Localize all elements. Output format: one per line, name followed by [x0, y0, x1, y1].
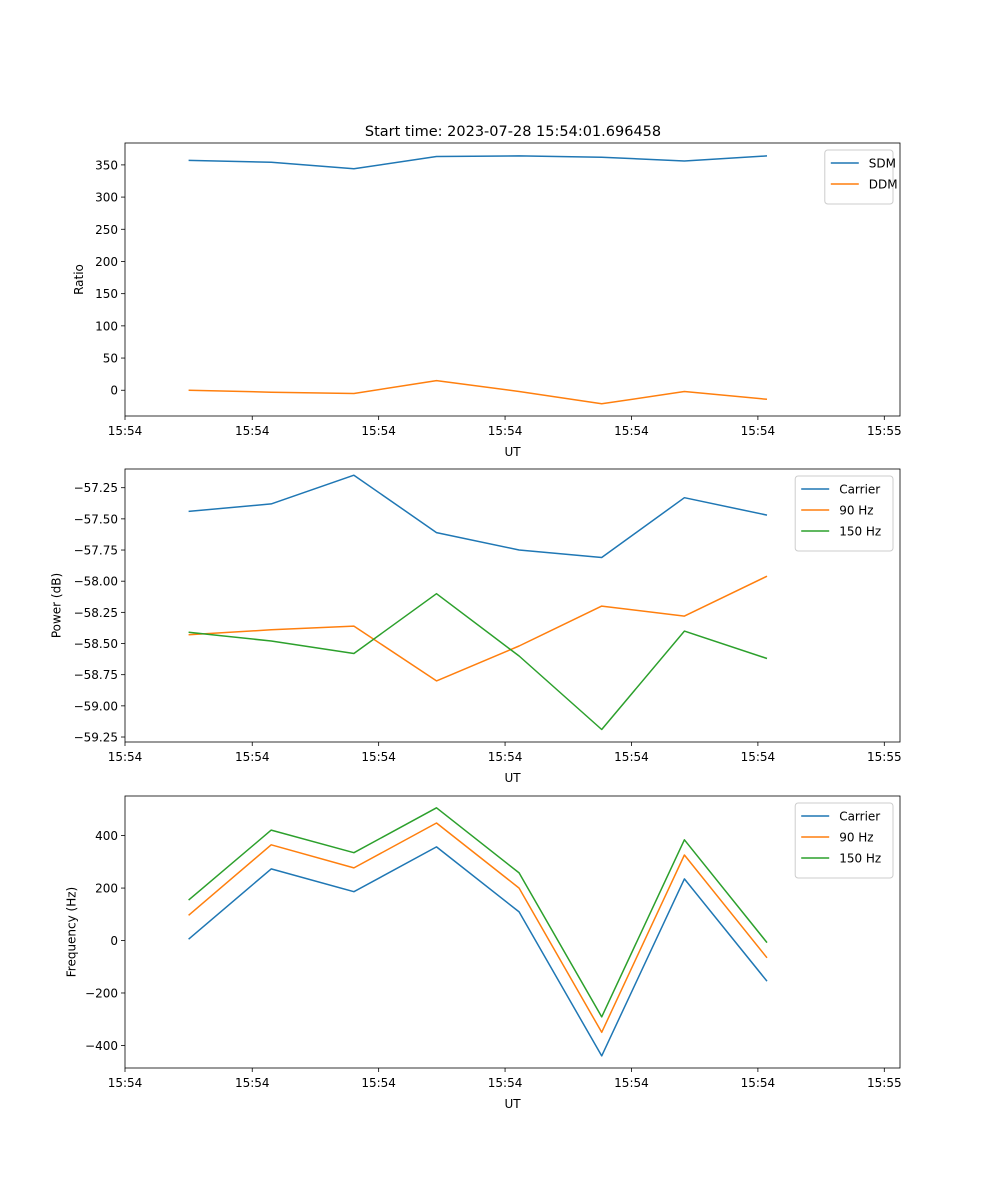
subplot-ratio: 15:54 15:54 15:54 15:54 15:54 15:54 15:55 UT 0 50…: [72, 142, 902, 459]
y-tick-label: 0: [110, 934, 118, 948]
plot-area: [188, 807, 768, 1057]
y-tick-label: −59.25: [74, 731, 118, 745]
y-tick-label: −400: [85, 1039, 118, 1053]
x-tick-label: 15:55: [867, 1076, 902, 1090]
legend-label-carrier: Carrier: [839, 483, 880, 497]
y-tick-label: −58.75: [74, 668, 118, 682]
y-tick-label: 200: [95, 255, 118, 269]
x-tick-label: 15:55: [867, 424, 902, 438]
y-tick-label: −200: [85, 986, 118, 1000]
x-axis-label: UT: [504, 771, 521, 785]
y-tick-label: −57.75: [74, 544, 118, 558]
y-tick-label: 100: [95, 319, 118, 333]
x-tick-label: 15:54: [614, 750, 649, 764]
legend-label-90-hz: 90 Hz: [839, 831, 873, 845]
legend-label-carrier: Carrier: [839, 810, 880, 824]
series-line-90-hz: [188, 822, 768, 1034]
axes-frame: [124, 142, 901, 417]
x-tick-label: 15:54: [741, 1076, 776, 1090]
y-tick-label: 350: [95, 158, 118, 172]
x-tick-label: 15:54: [614, 1076, 649, 1090]
y-tick-label: 300: [95, 191, 118, 205]
y-axis-label: Ratio: [72, 264, 86, 295]
x-tick-label: 15:54: [361, 1076, 396, 1090]
legend-label-sdm: SDM: [869, 157, 896, 171]
x-tick-label: 15:54: [741, 424, 776, 438]
legend-label-150-hz: 150 Hz: [839, 852, 881, 866]
x-tick-label: 15:54: [361, 424, 396, 438]
series-line-ddm: [188, 379, 768, 405]
series-line-carrier: [188, 474, 768, 559]
y-tick-label: −58.00: [74, 575, 118, 589]
legend-box: [794, 802, 894, 879]
plot-area: [188, 474, 768, 731]
x-tick-label: 15:54: [235, 1076, 270, 1090]
series-line-150-hz: [188, 807, 768, 1018]
y-tick-label: 50: [103, 352, 118, 366]
x-tick-label: 15:54: [108, 1076, 143, 1090]
legend-label-ddm: DDM: [869, 178, 898, 192]
subplot-power: 15:54 15:54 15:54 15:54 15:54 15:54 15:55 UT −59…: [49, 468, 902, 785]
y-tick-label: 0: [110, 384, 118, 398]
legend-box: [794, 475, 894, 552]
y-tick-label: 150: [95, 287, 118, 301]
x-tick-label: 15:54: [108, 424, 143, 438]
legend: Carrier 90 Hz 150 Hz: [794, 475, 894, 552]
series-line-150-hz: [188, 592, 768, 731]
x-axis-label: UT: [504, 1097, 521, 1111]
y-tick-label: 200: [95, 882, 118, 896]
y-axis-label: Frequency (Hz): [65, 887, 79, 978]
series-line-90-hz: [188, 575, 768, 682]
x-tick-label: 15:54: [108, 750, 143, 764]
y-tick-label: 250: [95, 223, 118, 237]
x-tick-label: 15:54: [488, 1076, 523, 1090]
series-line-sdm: [188, 155, 768, 170]
legend: SDM DDM: [824, 149, 898, 205]
legend-label-90-hz: 90 Hz: [839, 504, 873, 518]
legend-label-150-hz: 150 Hz: [839, 525, 881, 539]
y-tick-label: −57.50: [74, 512, 118, 526]
y-tick-label: −57.25: [74, 481, 118, 495]
axes-frame: [124, 468, 901, 743]
x-tick-label: 15:54: [614, 424, 649, 438]
subplot-frequency: 15:54 15:54 15:54 15:54 15:54 15:54 15:55 UT −40…: [65, 795, 902, 1111]
x-tick-label: 15:55: [867, 750, 902, 764]
x-tick-label: 15:54: [488, 750, 523, 764]
x-tick-label: 15:54: [235, 750, 270, 764]
y-tick-label: 400: [95, 829, 118, 843]
legend: Carrier 90 Hz 150 Hz: [794, 802, 894, 879]
x-tick-label: 15:54: [741, 750, 776, 764]
x-tick-label: 15:54: [488, 424, 523, 438]
y-tick-label: −58.50: [74, 637, 118, 651]
figure-title: Start time: 2023-07-28 15:54:01.696458: [365, 124, 661, 140]
plot-area: [188, 155, 768, 405]
x-tick-label: 15:54: [235, 424, 270, 438]
y-axis-label: Power (dB): [49, 573, 63, 638]
axes-frame: [124, 795, 901, 1069]
y-tick-label: −58.25: [74, 606, 118, 620]
x-axis-label: UT: [504, 445, 521, 459]
series-line-carrier: [188, 846, 768, 1057]
x-tick-label: 15:54: [361, 750, 396, 764]
y-tick-label: −59.00: [74, 699, 118, 713]
